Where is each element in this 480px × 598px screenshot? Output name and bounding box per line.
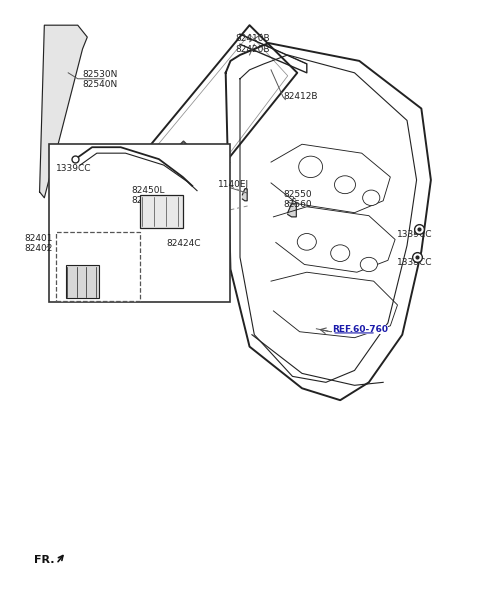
Text: 82540N: 82540N	[83, 80, 118, 89]
Text: 82530N: 82530N	[83, 69, 118, 78]
Text: 1339CC: 1339CC	[396, 258, 432, 267]
Text: FR.: FR.	[34, 555, 54, 565]
Text: 82460R: 82460R	[131, 196, 166, 205]
Text: 82412B: 82412B	[283, 92, 317, 101]
Polygon shape	[39, 25, 87, 198]
Text: 82424C: 82424C	[166, 239, 201, 248]
Text: 1339CC: 1339CC	[56, 163, 92, 173]
Text: 82450L: 82450L	[131, 186, 165, 195]
Text: 1339CC: 1339CC	[396, 230, 432, 239]
Polygon shape	[242, 189, 247, 201]
Ellipse shape	[363, 190, 380, 206]
Text: 82550: 82550	[283, 190, 312, 199]
Text: REF.60-760: REF.60-760	[332, 325, 388, 334]
Ellipse shape	[297, 234, 316, 250]
Text: (SAFETY): (SAFETY)	[66, 245, 100, 254]
Ellipse shape	[360, 257, 377, 271]
Bar	[66, 265, 99, 298]
Text: 82401: 82401	[24, 234, 53, 243]
Text: 82420B: 82420B	[235, 44, 270, 53]
Text: 82450L: 82450L	[66, 255, 99, 264]
Bar	[140, 195, 183, 228]
Ellipse shape	[299, 156, 323, 178]
Ellipse shape	[331, 245, 350, 261]
Text: 82410B: 82410B	[235, 35, 270, 44]
Text: 1140EJ: 1140EJ	[217, 180, 249, 189]
Text: 82402: 82402	[24, 244, 53, 253]
Ellipse shape	[335, 176, 356, 194]
Polygon shape	[288, 204, 296, 217]
Bar	[49, 144, 230, 302]
Bar	[56, 233, 140, 301]
Text: 82560: 82560	[283, 200, 312, 209]
